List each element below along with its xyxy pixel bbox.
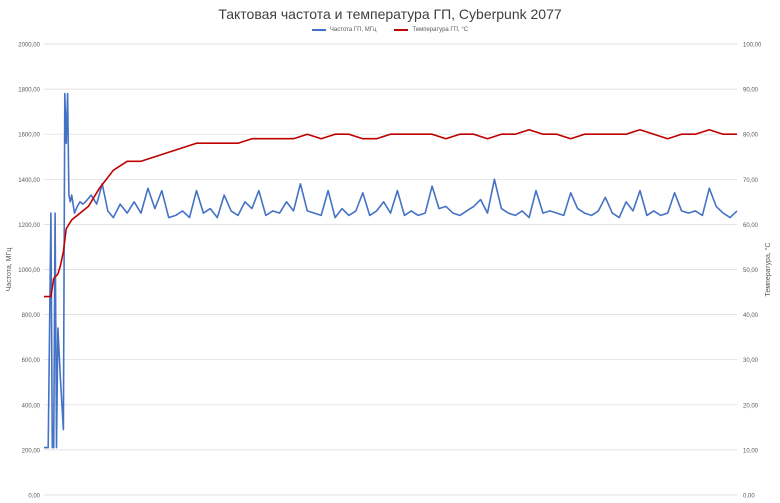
- legend-label-clock: Частота ГП, МГц: [329, 27, 377, 33]
- right-tick-label: 40,00: [743, 313, 759, 319]
- series-line-0: [44, 92, 738, 449]
- legend: Частота ГП, МГц Температура ГП, °С: [0, 27, 780, 33]
- left-tick-label: 0,00: [28, 494, 40, 500]
- left-tick-label: 1600,00: [18, 133, 40, 139]
- left-tick-label: 600,00: [22, 358, 41, 364]
- right-tick-label: 30,00: [743, 358, 759, 364]
- right-tick-label: 100,00: [743, 43, 762, 49]
- right-tick-label: 90,00: [743, 88, 759, 94]
- legend-item-temperature: Температура ГП, °С: [394, 27, 468, 33]
- right-tick-label: 10,00: [743, 448, 759, 454]
- right-tick-label: 80,00: [743, 133, 759, 139]
- left-tick-label: 2000,00: [18, 43, 40, 49]
- left-axis-label: Частота, МГц: [6, 248, 13, 291]
- right-tick-label: 0,00: [743, 494, 755, 500]
- left-tick-label: 800,00: [22, 313, 41, 319]
- right-axis-label: Температура, °С: [764, 242, 772, 296]
- left-tick-label: 1400,00: [18, 178, 40, 184]
- right-axis-ticks: 0,00 10,00 20,00 30,00 40,00 50,00 60,00 70,00 8…: [743, 43, 762, 500]
- right-tick-label: 50,00: [743, 268, 759, 274]
- left-tick-label: 1200,00: [18, 223, 40, 229]
- left-tick-label: 200,00: [22, 448, 41, 454]
- right-tick-label: 70,00: [743, 178, 759, 184]
- legend-label-temperature: Температура ГП, °С: [412, 27, 469, 33]
- right-tick-label: 60,00: [743, 223, 759, 229]
- legend-swatch-temperature: [394, 29, 409, 31]
- left-tick-label: 1800,00: [18, 88, 40, 94]
- left-tick-label: 400,00: [22, 403, 41, 409]
- legend-swatch-clock: [311, 29, 326, 31]
- gridlines: [44, 43, 737, 496]
- series-layer: [44, 92, 738, 449]
- left-axis-ticks: 0,00 200,00 400,00 600,00 800,00 1000,00 1200,…: [18, 43, 40, 500]
- right-tick-label: 20,00: [743, 403, 759, 409]
- series-line-1: [44, 128, 737, 298]
- chart-title: Тактовая частота и температура ГП, Cyber…: [218, 6, 562, 22]
- left-tick-label: 1000,00: [18, 268, 40, 274]
- legend-item-clock: Частота ГП, МГц: [311, 27, 377, 33]
